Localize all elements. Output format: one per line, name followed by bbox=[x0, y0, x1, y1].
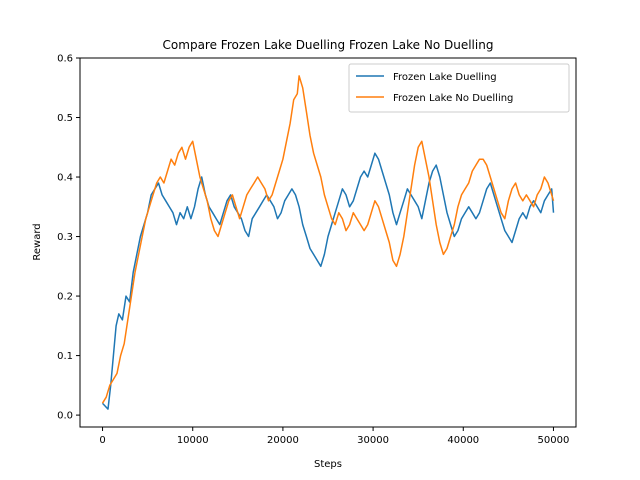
series-line-duelling bbox=[101, 152, 555, 410]
y-tick-label: 0.3 bbox=[57, 232, 73, 243]
legend-label-no-duelling: Frozen Lake No Duelling bbox=[393, 93, 513, 104]
chart-title: Compare Frozen Lake Duelling Frozen Lake… bbox=[163, 38, 494, 52]
y-tick-label: 0.5 bbox=[57, 113, 73, 124]
y-tick-label: 0.6 bbox=[57, 54, 73, 65]
plot-frame bbox=[79, 57, 577, 428]
y-tick-label: 0.1 bbox=[57, 351, 73, 362]
series-line-no-duelling bbox=[101, 75, 555, 404]
x-tick-label: 10000 bbox=[177, 435, 209, 446]
legend-box bbox=[348, 63, 570, 113]
x-tick-label: 30000 bbox=[357, 435, 389, 446]
y-tick-label: 0.4 bbox=[57, 173, 73, 184]
legend-label-duelling: Frozen Lake Duelling bbox=[393, 72, 497, 83]
x-axis-ticks: 0 10000 20000 30000 40000 50000 bbox=[99, 427, 569, 446]
y-axis-label: Reward bbox=[32, 223, 43, 260]
legend: Frozen Lake Duelling Frozen Lake No Duel… bbox=[348, 63, 570, 113]
x-axis-label: Steps bbox=[314, 459, 342, 470]
y-axis-ticks: 0.0 0.1 0.2 0.3 0.4 0.5 0.6 bbox=[57, 54, 80, 422]
y-tick-label: 0.2 bbox=[57, 292, 73, 303]
x-tick-label: 40000 bbox=[447, 435, 479, 446]
y-tick-label: 0.0 bbox=[57, 411, 73, 422]
series-layer bbox=[101, 75, 555, 410]
x-tick-label: 50000 bbox=[538, 435, 570, 446]
x-tick-label: 0 bbox=[99, 435, 105, 446]
x-tick-label: 20000 bbox=[267, 435, 299, 446]
